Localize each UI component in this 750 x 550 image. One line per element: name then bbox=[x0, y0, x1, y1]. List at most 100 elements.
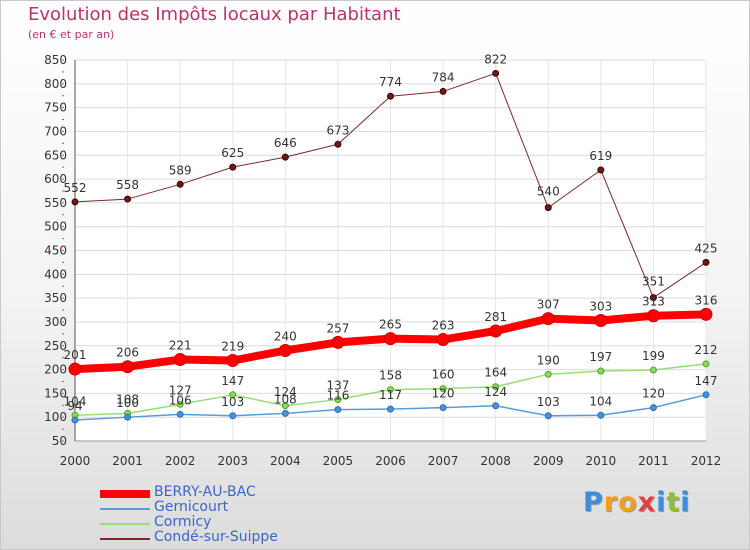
x-tick-label: 2010 bbox=[586, 454, 617, 468]
data-point bbox=[702, 360, 710, 368]
data-point bbox=[176, 180, 184, 188]
data-label: 137 bbox=[326, 379, 349, 393]
data-point bbox=[439, 87, 447, 95]
data-point bbox=[649, 404, 657, 412]
chart-subtitle: (en € et par an) bbox=[28, 28, 115, 41]
y-tick-label: 750 bbox=[44, 101, 67, 115]
data-label: 197 bbox=[589, 350, 612, 364]
data-label: 540 bbox=[537, 185, 560, 199]
logo-letter: P bbox=[583, 487, 604, 518]
legend-label: Condé-sur-Suippe bbox=[154, 529, 278, 545]
data-point bbox=[702, 391, 710, 399]
data-label: 316 bbox=[695, 293, 718, 307]
logo-letter: i bbox=[656, 487, 667, 518]
data-label: 822 bbox=[484, 52, 507, 66]
legend-swatch bbox=[100, 523, 150, 525]
data-point bbox=[281, 409, 289, 417]
y-tick-label: 500 bbox=[44, 220, 67, 234]
data-label: 558 bbox=[116, 178, 139, 192]
y-tick-label: 600 bbox=[44, 172, 67, 186]
data-point bbox=[387, 92, 394, 100]
data-label: 281 bbox=[484, 310, 507, 324]
data-point bbox=[68, 362, 82, 376]
data-label: 552 bbox=[64, 181, 87, 195]
data-point bbox=[597, 411, 605, 419]
data-label: 164 bbox=[484, 366, 507, 380]
data-label: 108 bbox=[274, 392, 297, 406]
data-label: 206 bbox=[116, 346, 139, 360]
data-label: 240 bbox=[274, 330, 297, 344]
data-label: 104 bbox=[64, 394, 87, 408]
data-point bbox=[229, 163, 237, 171]
data-label: 147 bbox=[695, 374, 718, 388]
data-label: 103 bbox=[537, 395, 560, 409]
data-label: 646 bbox=[274, 136, 297, 150]
data-label: 103 bbox=[221, 395, 244, 409]
x-tick-label: 2006 bbox=[375, 454, 406, 468]
data-label: 94 bbox=[67, 399, 82, 413]
data-label: 589 bbox=[169, 163, 192, 177]
data-label: 257 bbox=[326, 321, 349, 335]
data-label: 199 bbox=[642, 349, 665, 363]
data-point bbox=[173, 353, 187, 367]
y-tick-label: 400 bbox=[44, 267, 67, 281]
legend-swatch bbox=[100, 538, 150, 540]
data-label: 117 bbox=[379, 388, 402, 402]
x-tick-label: 2003 bbox=[217, 454, 248, 468]
data-point bbox=[281, 153, 289, 161]
data-point bbox=[492, 383, 500, 391]
data-point bbox=[544, 370, 552, 378]
data-point bbox=[649, 366, 657, 374]
data-label: 124 bbox=[484, 385, 507, 399]
data-label: 425 bbox=[695, 241, 718, 255]
data-point bbox=[702, 258, 710, 266]
x-tick-label: 2008 bbox=[480, 454, 511, 468]
data-point bbox=[439, 404, 447, 412]
x-tick-label: 2007 bbox=[428, 454, 459, 468]
data-label: 221 bbox=[169, 339, 192, 353]
y-tick-label: 250 bbox=[44, 339, 67, 353]
data-point bbox=[229, 391, 237, 399]
legend-item: Cormicy bbox=[100, 514, 400, 531]
data-point bbox=[597, 166, 605, 174]
data-point bbox=[334, 406, 342, 414]
data-point bbox=[646, 309, 660, 323]
data-point bbox=[226, 354, 240, 368]
data-label: 104 bbox=[589, 394, 612, 408]
data-label: 212 bbox=[695, 343, 718, 357]
data-point bbox=[229, 412, 237, 420]
data-point bbox=[544, 204, 552, 212]
data-point bbox=[699, 307, 713, 321]
data-label: 158 bbox=[379, 369, 402, 383]
data-label: 307 bbox=[537, 298, 560, 312]
data-label: 100 bbox=[116, 396, 139, 410]
data-label: 120 bbox=[642, 387, 665, 401]
y-tick-label: 150 bbox=[44, 386, 67, 400]
data-label: 201 bbox=[64, 348, 87, 362]
x-tick-label: 2002 bbox=[165, 454, 196, 468]
y-tick-label: 800 bbox=[44, 77, 67, 91]
data-point bbox=[176, 410, 184, 418]
logo-letter: i bbox=[680, 487, 691, 518]
data-label: 160 bbox=[432, 368, 455, 382]
data-point bbox=[492, 402, 500, 410]
data-label: 784 bbox=[432, 70, 455, 84]
data-label: 190 bbox=[537, 353, 560, 367]
data-label: 219 bbox=[221, 340, 244, 354]
legend-item: Condé-sur-Suippe bbox=[100, 529, 400, 546]
data-point bbox=[124, 413, 132, 421]
data-label: 106 bbox=[169, 393, 192, 407]
y-tick-label: 450 bbox=[44, 244, 67, 258]
x-tick-label: 2005 bbox=[323, 454, 354, 468]
x-tick-label: 2009 bbox=[533, 454, 564, 468]
data-label: 127 bbox=[169, 383, 192, 397]
data-label: 774 bbox=[379, 75, 402, 89]
data-point bbox=[278, 344, 292, 358]
y-tick-label: 850 bbox=[44, 53, 67, 67]
data-point bbox=[176, 400, 184, 408]
data-label: 108 bbox=[116, 392, 139, 406]
data-label: 124 bbox=[274, 385, 297, 399]
data-point bbox=[594, 314, 608, 328]
data-point bbox=[334, 396, 342, 404]
